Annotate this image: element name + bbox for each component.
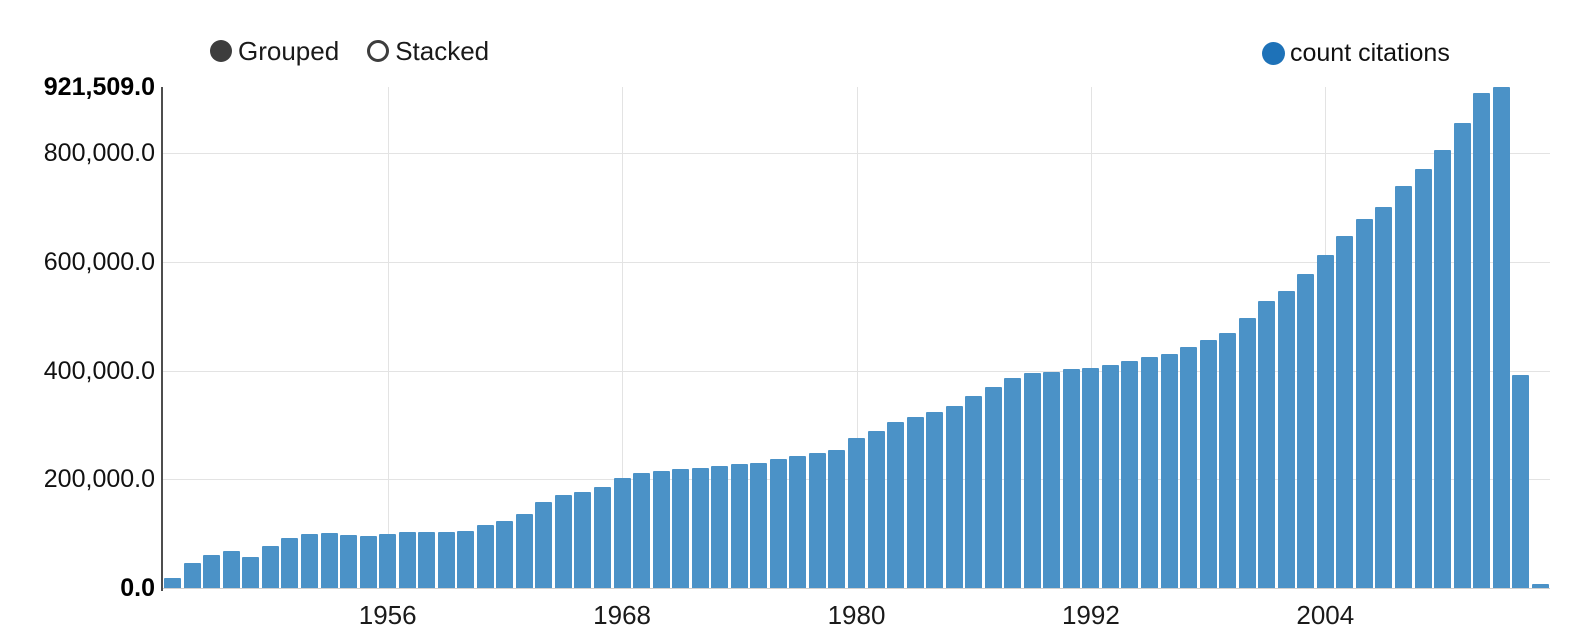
- bar-1999[interactable]: [1219, 333, 1237, 588]
- bar-2001[interactable]: [1258, 300, 1276, 588]
- bar-1986[interactable]: [965, 396, 983, 588]
- bar-1984[interactable]: [926, 411, 944, 588]
- radio-grouped[interactable]: Grouped: [210, 36, 339, 66]
- bar-1955[interactable]: [359, 535, 377, 588]
- radio-stacked[interactable]: Stacked: [367, 36, 489, 66]
- y-axis-tick-label: 400,000.0: [43, 356, 155, 385]
- bar-2008[interactable]: [1394, 186, 1412, 588]
- bar-1975[interactable]: [750, 463, 768, 588]
- bar-1990[interactable]: [1043, 372, 1061, 588]
- legend-item-count-citations[interactable]: count citations: [1262, 40, 1450, 66]
- bar-1968[interactable]: [613, 478, 631, 588]
- bar-1947[interactable]: [203, 555, 221, 588]
- bar-1981[interactable]: [867, 430, 885, 588]
- x-axis-tick-label: 2004: [1296, 600, 1355, 630]
- bar-2012[interactable]: [1473, 93, 1491, 588]
- bar-1980[interactable]: [847, 437, 865, 588]
- bar-2009[interactable]: [1414, 168, 1432, 588]
- gridline-v-1980: [856, 87, 858, 588]
- x-axis-tick-label: 1968: [593, 600, 652, 630]
- bar-1972[interactable]: [691, 467, 709, 588]
- bar-2000[interactable]: [1238, 317, 1256, 588]
- bar-1960[interactable]: [457, 530, 475, 588]
- bar-2005[interactable]: [1336, 236, 1354, 588]
- bar-2011[interactable]: [1453, 123, 1471, 588]
- radio-stacked-icon[interactable]: [367, 40, 390, 62]
- bar-1976[interactable]: [769, 459, 787, 588]
- gridline-v-1956: [387, 87, 389, 588]
- bar-1996[interactable]: [1160, 354, 1178, 588]
- legend-marker-icon: [1262, 41, 1285, 65]
- bar-1994[interactable]: [1121, 360, 1139, 588]
- x-axis-tick-label: 1956: [358, 600, 417, 630]
- bar-2006[interactable]: [1355, 218, 1373, 588]
- y-axis-tick-label: 0.0: [120, 574, 155, 602]
- bar-1982[interactable]: [887, 422, 905, 588]
- bar-2003[interactable]: [1297, 274, 1315, 588]
- bar-1983[interactable]: [906, 417, 924, 588]
- bar-1963[interactable]: [515, 514, 533, 588]
- bar-1989[interactable]: [1023, 373, 1041, 588]
- bar-1946[interactable]: [183, 563, 201, 588]
- legend-label: count citations: [1290, 39, 1450, 67]
- radio-grouped-label: Grouped: [238, 36, 340, 66]
- bar-1951[interactable]: [281, 538, 299, 588]
- bar-1988[interactable]: [1004, 378, 1022, 588]
- bar-2002[interactable]: [1277, 291, 1295, 588]
- bar-1998[interactable]: [1199, 340, 1217, 588]
- bar-1992[interactable]: [1082, 367, 1100, 588]
- bar-1952[interactable]: [300, 533, 318, 588]
- bar-1956[interactable]: [379, 534, 397, 588]
- gridline-v-1968: [622, 87, 624, 588]
- chart-mode-controls: Grouped Stacked: [210, 36, 489, 66]
- bar-1995[interactable]: [1141, 356, 1159, 588]
- bar-1991[interactable]: [1062, 369, 1080, 588]
- bar-2004[interactable]: [1316, 255, 1334, 588]
- bar-1965[interactable]: [554, 495, 572, 588]
- bar-2010[interactable]: [1434, 149, 1452, 588]
- x-axis-line: [163, 588, 1550, 589]
- bar-1954[interactable]: [340, 534, 358, 588]
- bar-1957[interactable]: [398, 531, 416, 588]
- radio-stacked-label: Stacked: [395, 36, 490, 66]
- bar-1966[interactable]: [574, 491, 592, 588]
- bar-1979[interactable]: [828, 449, 846, 588]
- bar-1949[interactable]: [242, 557, 260, 588]
- gridline-v-1992: [1090, 87, 1092, 588]
- bar-1985[interactable]: [945, 405, 963, 588]
- bar-1950[interactable]: [261, 545, 279, 588]
- bar-1971[interactable]: [672, 468, 690, 588]
- x-axis-tick-label: 1992: [1061, 600, 1120, 630]
- radio-grouped-icon[interactable]: [210, 40, 232, 62]
- bar-2014[interactable]: [1512, 375, 1530, 588]
- bar-1962[interactable]: [496, 521, 514, 588]
- bar-1969[interactable]: [633, 473, 651, 588]
- bar-1961[interactable]: [476, 524, 494, 588]
- bar-1953[interactable]: [320, 532, 338, 588]
- bar-2015[interactable]: [1531, 583, 1549, 588]
- y-axis-tick-label: 921,509.0: [43, 73, 155, 101]
- bar-1948[interactable]: [222, 551, 240, 588]
- bar-1973[interactable]: [711, 466, 729, 588]
- y-axis-line: [161, 87, 163, 591]
- bar-2013[interactable]: [1492, 87, 1510, 588]
- bar-1987[interactable]: [984, 386, 1002, 588]
- bar-2007[interactable]: [1375, 206, 1393, 588]
- y-axis-tick-label: 600,000.0: [43, 247, 155, 276]
- y-axis-tick-label: 200,000.0: [43, 465, 155, 494]
- bar-1964[interactable]: [535, 502, 553, 588]
- bar-1977[interactable]: [789, 455, 807, 588]
- x-axis-tick-label: 1980: [827, 600, 886, 630]
- bar-1970[interactable]: [652, 471, 670, 588]
- bar-1978[interactable]: [808, 453, 826, 588]
- bar-1967[interactable]: [594, 486, 612, 588]
- bar-1997[interactable]: [1180, 347, 1198, 588]
- y-axis-tick-label: 800,000.0: [43, 139, 155, 168]
- bar-1945[interactable]: [164, 577, 182, 588]
- bar-1974[interactable]: [730, 464, 748, 588]
- bar-1959[interactable]: [437, 532, 455, 588]
- bar-1993[interactable]: [1101, 365, 1119, 588]
- bar-1958[interactable]: [418, 532, 436, 588]
